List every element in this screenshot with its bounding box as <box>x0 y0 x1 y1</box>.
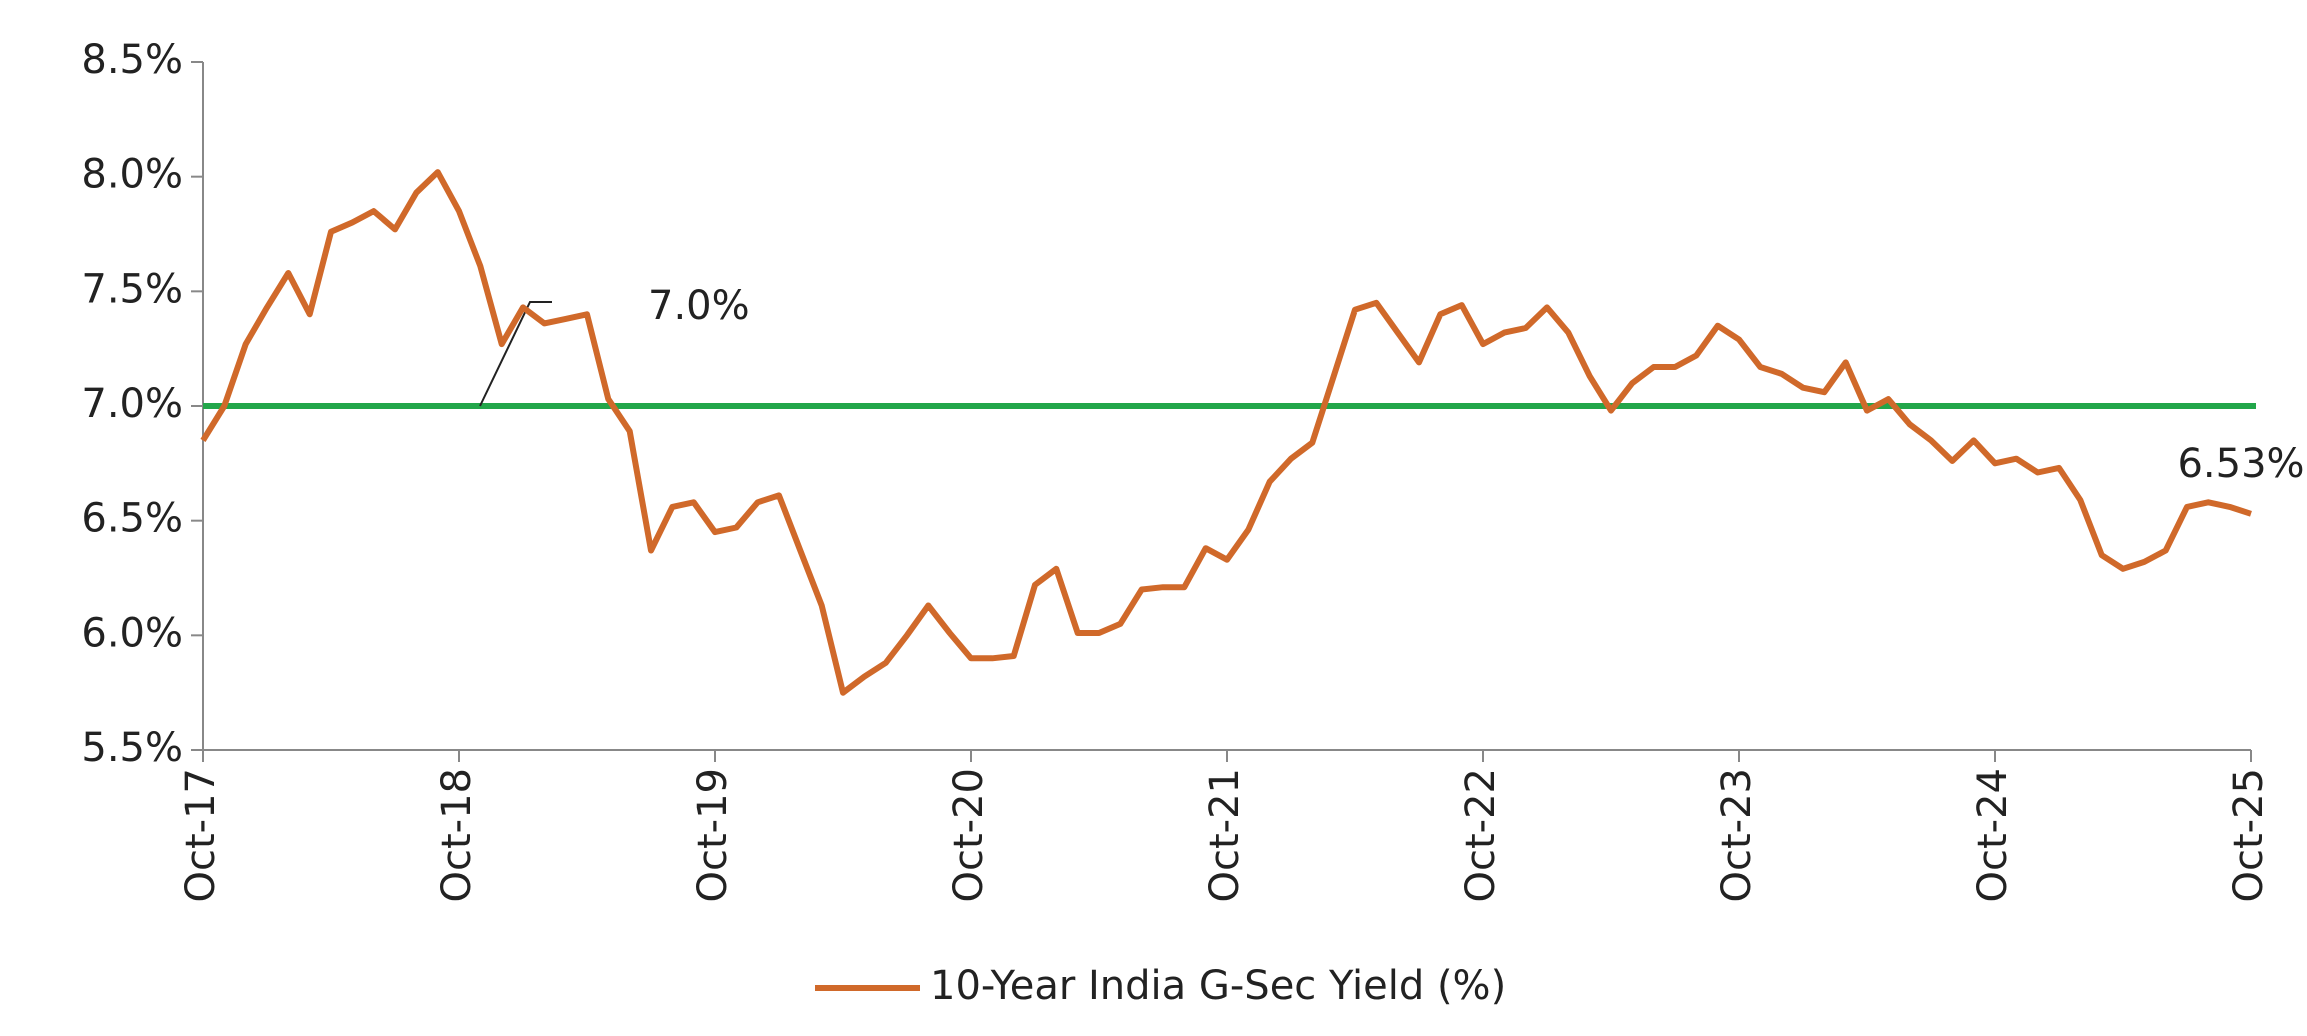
y-tick-label: 6.0% <box>81 610 183 656</box>
x-tick-label: Oct-18 <box>434 768 480 903</box>
x-tick-label: Oct-17 <box>178 768 224 903</box>
y-tick-label: 8.0% <box>81 152 183 198</box>
reference-line-label: 7.0% <box>648 283 750 329</box>
callout-leader <box>479 301 552 407</box>
y-tick-label: 6.5% <box>81 496 183 542</box>
legend-label: 10-Year India G-Sec Yield (%) <box>930 963 1506 1009</box>
y-tick-label: 8.5% <box>81 37 183 83</box>
x-tick-label: Oct-22 <box>1458 768 1504 903</box>
y-tick-label: 7.0% <box>81 381 183 427</box>
x-tick-label: Oct-25 <box>2226 768 2272 903</box>
y-tick-label: 7.5% <box>81 266 183 312</box>
x-tick-label: Oct-24 <box>1970 768 2016 903</box>
x-tick-label: Oct-20 <box>946 768 992 903</box>
series-line <box>200 169 2252 696</box>
legend-item: 10-Year India G-Sec Yield (%) <box>815 963 1506 1009</box>
x-tick-label: Oct-23 <box>1714 768 1760 903</box>
data-label: 6.53% <box>2177 441 2304 487</box>
x-tick-label: Oct-19 <box>690 768 736 903</box>
x-tick-label: Oct-21 <box>1202 768 1248 903</box>
y-tick-label: 5.5% <box>81 725 183 771</box>
